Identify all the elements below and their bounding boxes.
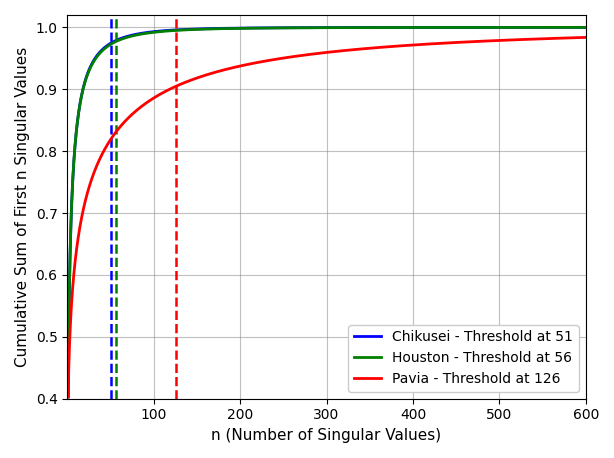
Chikusei - Threshold at 51	[154, 28, 161, 34]
Chikusei - Threshold at 51	[572, 25, 580, 30]
Houston - Threshold at 56	[516, 25, 524, 30]
Line: Pavia - Threshold at 126: Pavia - Threshold at 126	[68, 38, 586, 397]
Y-axis label: Cumulative Sum of First n Singular Values: Cumulative Sum of First n Singular Value…	[15, 47, 30, 367]
X-axis label: n (Number of Singular Values): n (Number of Singular Values)	[211, 428, 441, 443]
Houston - Threshold at 56	[572, 25, 580, 30]
Houston - Threshold at 56	[154, 29, 161, 35]
Chikusei - Threshold at 51	[263, 25, 270, 31]
Chikusei - Threshold at 51	[286, 25, 293, 31]
Pavia - Threshold at 126	[572, 35, 580, 40]
Houston - Threshold at 56	[582, 25, 589, 30]
Line: Houston - Threshold at 56: Houston - Threshold at 56	[68, 27, 586, 397]
Line: Chikusei - Threshold at 51: Chikusei - Threshold at 51	[68, 27, 586, 397]
Pavia - Threshold at 126	[64, 394, 72, 400]
Pavia - Threshold at 126	[154, 93, 161, 98]
Pavia - Threshold at 126	[516, 37, 524, 42]
Chikusei - Threshold at 51	[516, 25, 524, 30]
Houston - Threshold at 56	[286, 25, 293, 31]
Legend: Chikusei - Threshold at 51, Houston - Threshold at 56, Pavia - Threshold at 126: Chikusei - Threshold at 51, Houston - Th…	[348, 325, 579, 392]
Houston - Threshold at 56	[263, 25, 270, 31]
Chikusei - Threshold at 51	[582, 25, 589, 30]
Houston - Threshold at 56	[123, 34, 131, 40]
Pavia - Threshold at 126	[263, 58, 270, 64]
Chikusei - Threshold at 51	[123, 33, 131, 39]
Houston - Threshold at 56	[64, 394, 72, 400]
Chikusei - Threshold at 51	[64, 394, 72, 400]
Pavia - Threshold at 126	[582, 35, 589, 40]
Pavia - Threshold at 126	[286, 55, 293, 60]
Pavia - Threshold at 126	[123, 116, 131, 122]
